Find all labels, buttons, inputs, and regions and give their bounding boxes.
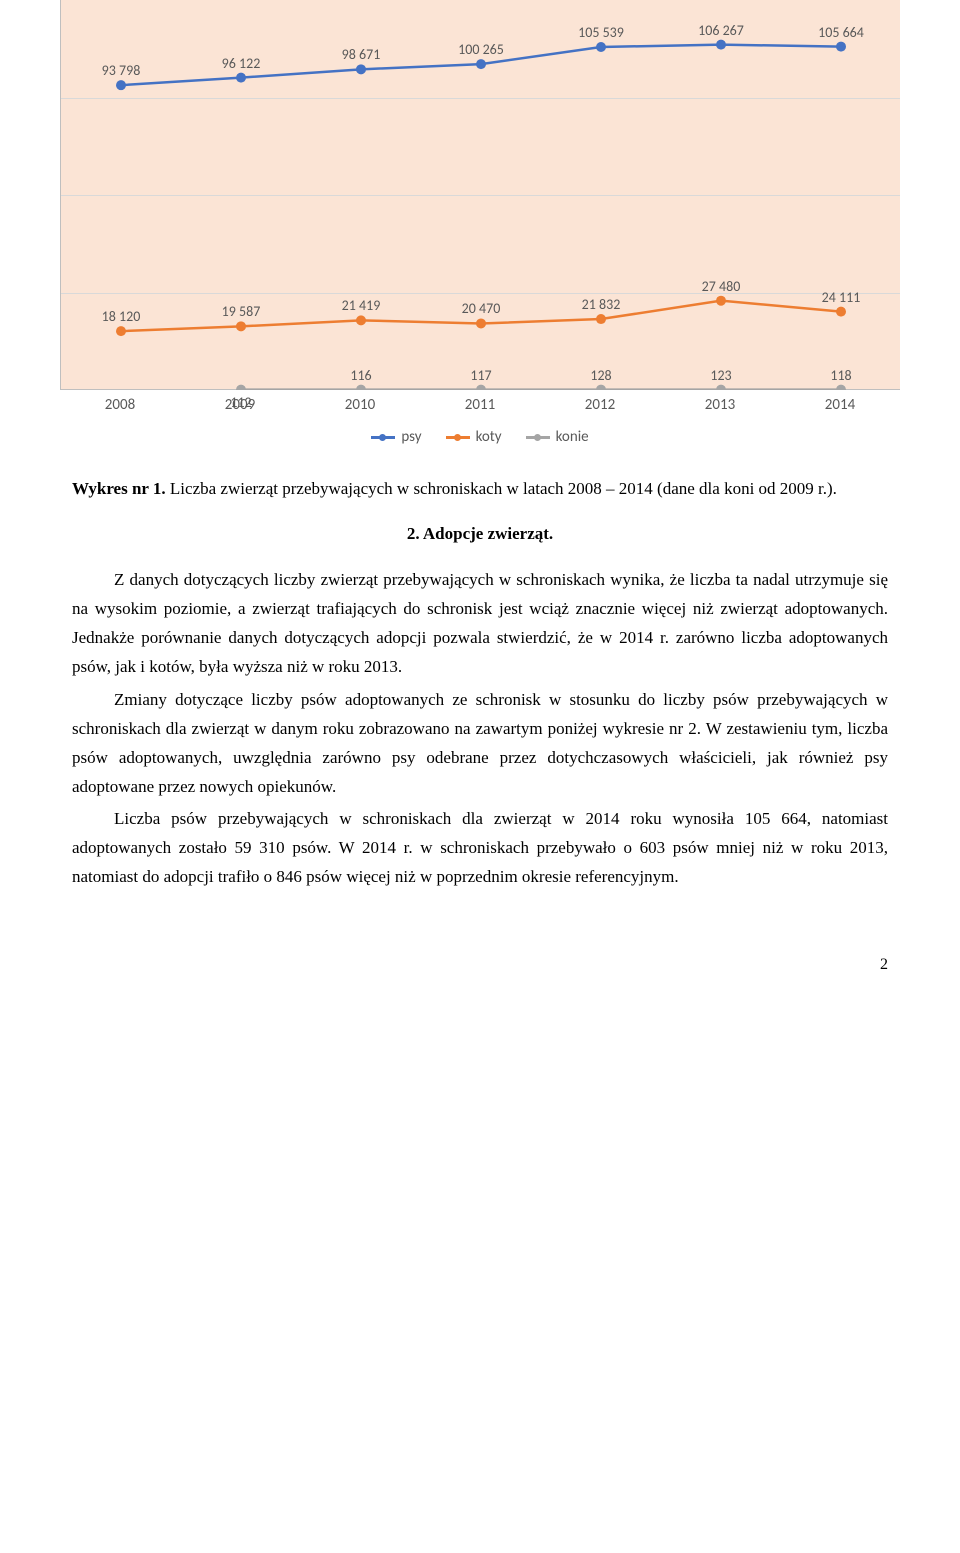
chart-legend: psy koty konie bbox=[60, 428, 900, 446]
chart-x-axis: 2008200920102011201220132014 bbox=[60, 396, 900, 414]
x-axis-label: 2008 bbox=[60, 396, 180, 414]
chart-value-label: 128 bbox=[590, 367, 611, 384]
chart-value-label: 20 470 bbox=[462, 300, 501, 317]
chart-value-label: 105 664 bbox=[818, 24, 864, 41]
chart-value-label: 118 bbox=[830, 367, 851, 384]
paragraph-3: Liczba psów przebywających w schroniskac… bbox=[72, 805, 888, 892]
chart-value-label: 100 265 bbox=[458, 41, 504, 58]
section-heading: 2. Adopcje zwierząt. bbox=[72, 524, 888, 544]
chart-container: 93 798 96 122 98 671 100 265 105 539 106 267 1… bbox=[60, 0, 900, 446]
chart-value-label: 116 bbox=[350, 367, 371, 384]
chart-value-label: 96 122 bbox=[222, 55, 261, 72]
x-axis-label: 2012 bbox=[540, 396, 660, 414]
chart-value-label: 24 111 bbox=[822, 289, 861, 306]
legend-label-psy: psy bbox=[401, 428, 421, 446]
x-axis-label: 2014 bbox=[780, 396, 900, 414]
legend-swatch-konie bbox=[526, 436, 550, 439]
paragraph-2: Zmiany dotyczące liczby psów adoptowanyc… bbox=[72, 686, 888, 802]
legend-item-psy: psy bbox=[371, 428, 421, 446]
x-axis-label: 2010 bbox=[300, 396, 420, 414]
chart-value-label: 106 267 bbox=[698, 22, 744, 39]
chart-value-label: 93 798 bbox=[102, 62, 141, 79]
body-text: Z danych dotyczących liczby zwierząt prz… bbox=[72, 566, 888, 892]
x-axis-label: 2011 bbox=[420, 396, 540, 414]
chart-value-label: 21 832 bbox=[582, 296, 621, 313]
caption-rest: Liczba zwierząt przebywających w schroni… bbox=[166, 479, 837, 498]
chart-caption: Wykres nr 1. Liczba zwierząt przebywając… bbox=[72, 476, 888, 502]
chart-plot-area: 93 798 96 122 98 671 100 265 105 539 106 267 1… bbox=[60, 0, 900, 390]
page-number: 2 bbox=[72, 956, 888, 974]
legend-label-koty: koty bbox=[476, 428, 502, 446]
legend-item-koty: koty bbox=[446, 428, 502, 446]
chart-value-label: 27 480 bbox=[702, 278, 741, 295]
chart-value-label: 117 bbox=[470, 367, 491, 384]
paragraph-1: Z danych dotyczących liczby zwierząt prz… bbox=[72, 566, 888, 682]
legend-label-konie: konie bbox=[556, 428, 589, 446]
x-axis-label: 2013 bbox=[660, 396, 780, 414]
chart-value-label: 112 bbox=[230, 394, 251, 411]
caption-strong: Wykres nr 1. bbox=[72, 479, 166, 498]
chart-value-label: 98 671 bbox=[342, 46, 381, 63]
legend-item-konie: konie bbox=[526, 428, 589, 446]
legend-swatch-koty bbox=[446, 436, 470, 439]
chart-value-label: 21 419 bbox=[342, 297, 381, 314]
chart-value-label: 18 120 bbox=[102, 308, 141, 325]
legend-swatch-psy bbox=[371, 436, 395, 439]
chart-value-label: 19 587 bbox=[222, 303, 261, 320]
chart-value-label: 105 539 bbox=[578, 24, 624, 41]
chart-value-label: 123 bbox=[710, 367, 731, 384]
